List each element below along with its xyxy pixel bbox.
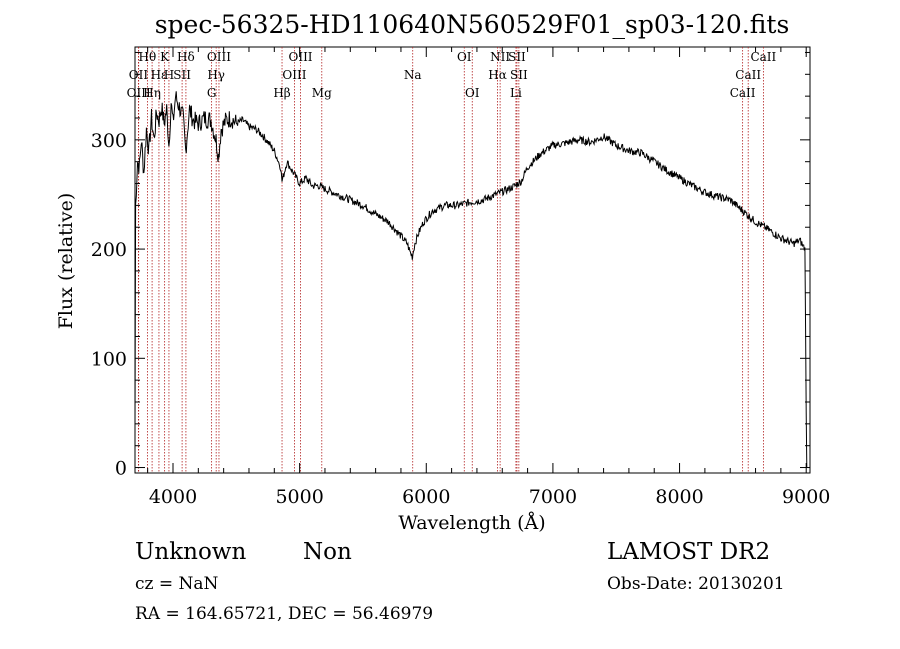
line-label-21: SII	[508, 50, 526, 64]
y-tick-label: 300	[91, 130, 127, 152]
line-label-13: OIII	[288, 50, 312, 64]
line-label-22: SII	[510, 68, 528, 82]
line-label-18: OI	[465, 86, 480, 100]
x-tick-label: 5000	[275, 486, 323, 508]
line-label-8: SII	[173, 68, 191, 82]
line-label-24: CaII	[750, 50, 776, 64]
object-subclass: Non	[303, 539, 352, 565]
line-label-14: OIII	[282, 68, 306, 82]
object-class: Unknown	[135, 539, 246, 565]
line-label-6: Hη	[143, 86, 161, 100]
observation-date: Obs-Date: 20130201	[607, 574, 785, 594]
y-axis-ticks: 0 100 200 300	[91, 51, 810, 480]
x-tick-label: 7000	[529, 486, 577, 508]
line-label-10: Hγ	[207, 68, 225, 82]
line-label-26: CaII	[730, 86, 756, 100]
y-axis-title: Flux (relative)	[55, 193, 77, 330]
x-axis-title: Wavelength (Å)	[398, 512, 545, 534]
line-label-23: Li	[510, 86, 522, 100]
x-tick-label: 9000	[782, 486, 830, 508]
survey-name: LAMOST DR2	[607, 539, 770, 565]
y-tick-label: 0	[115, 458, 127, 480]
line-label-0: Hθ	[139, 50, 157, 64]
line-label-2: OIII	[127, 86, 151, 100]
x-tick-label: 4000	[149, 486, 197, 508]
line-label-25: CaII	[735, 68, 761, 82]
line-label-9: OIII	[207, 50, 231, 64]
line-label-16: Na	[404, 68, 422, 82]
y-tick-label: 100	[91, 348, 127, 370]
line-label-1: OII	[129, 68, 149, 82]
line-label-15: Mg	[312, 86, 332, 100]
line-label-7: Hδ	[177, 50, 195, 64]
line-label-12: Hβ	[273, 86, 290, 100]
coordinates-readout: RA = 164.65721, DEC = 56.46979	[135, 604, 433, 624]
spectrum-line	[134, 91, 808, 468]
x-tick-label: 8000	[655, 486, 703, 508]
x-tick-label: 6000	[402, 486, 450, 508]
line-label-5: H	[164, 68, 174, 82]
line-label-19: NII	[490, 50, 510, 64]
line-label-17: OI	[457, 50, 472, 64]
line-label-3: K	[160, 50, 170, 64]
emission-line-markers	[138, 47, 764, 473]
line-label-11: G	[207, 86, 217, 100]
chart-title: spec-56325-HD110640N560529F01_sp03-120.f…	[155, 10, 790, 39]
line-label-4: Hε	[151, 68, 168, 82]
line-label-20: Hα	[488, 68, 507, 82]
redshift-readout: cz = NaN	[135, 574, 219, 594]
y-tick-label: 200	[91, 239, 127, 261]
x-axis-ticks: 4000 5000 6000 7000 8000 9000	[147, 47, 830, 508]
